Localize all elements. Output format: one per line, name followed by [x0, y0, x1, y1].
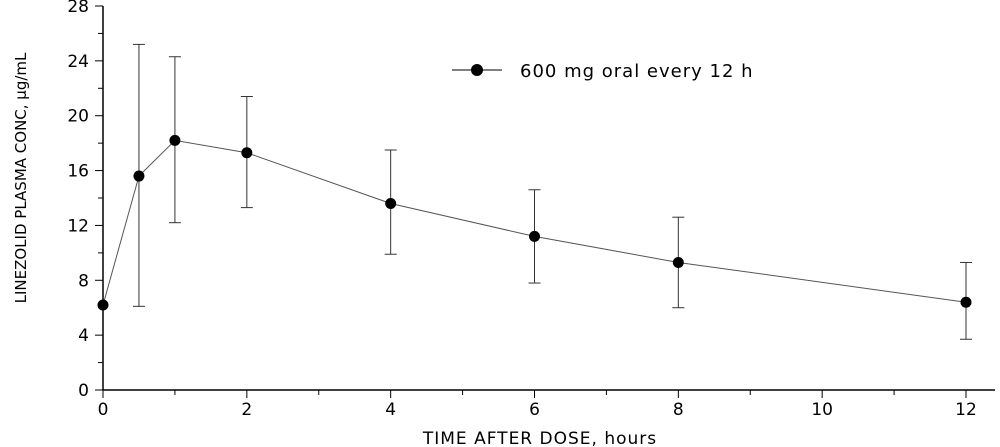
error-bars: [132, 43, 972, 340]
data-point: [960, 296, 972, 308]
legend-marker: [471, 64, 483, 76]
y-tick-label: 16: [67, 162, 89, 182]
data-points: [97, 134, 972, 311]
y-tick-label: 0: [78, 381, 89, 401]
x-axis-ticks: 0 2 4 6 8 10 12: [98, 390, 977, 420]
x-tick-label: 10: [811, 400, 833, 420]
x-tick-label: 4: [385, 400, 396, 420]
data-point: [169, 134, 181, 146]
series-lines: [102, 139, 967, 306]
y-tick-label: 28: [67, 0, 89, 17]
data-point: [529, 230, 540, 242]
legend: 600 mg oral every 12 h: [452, 61, 754, 82]
data-point: [133, 170, 145, 182]
data-point: [672, 256, 684, 268]
y-tick-label: 8: [78, 271, 89, 291]
data-point: [97, 299, 109, 311]
x-tick-label: 0: [98, 400, 109, 420]
x-tick-label: 12: [955, 400, 977, 420]
x-axis-title: TIME AFTER DOSE, hours: [422, 429, 657, 447]
y-axis-ticks: 0 4 8 12 16 20 24 28: [67, 0, 103, 401]
y-tick-label: 20: [67, 107, 89, 127]
y-tick-label: 4: [78, 326, 89, 346]
x-tick-label: 6: [529, 400, 540, 420]
y-tick-label: 12: [67, 216, 89, 236]
x-tick-label: 8: [673, 400, 684, 420]
y-axis-title: LINEZOLID PLASMA CONC, μg/mL: [12, 52, 30, 303]
data-point: [385, 197, 397, 209]
x-tick-label: 2: [241, 400, 252, 420]
series-line: [102, 139, 967, 306]
data-point: [241, 147, 253, 159]
legend-label: 600 mg oral every 12 h: [520, 61, 754, 82]
y-tick-label: 24: [67, 52, 89, 72]
